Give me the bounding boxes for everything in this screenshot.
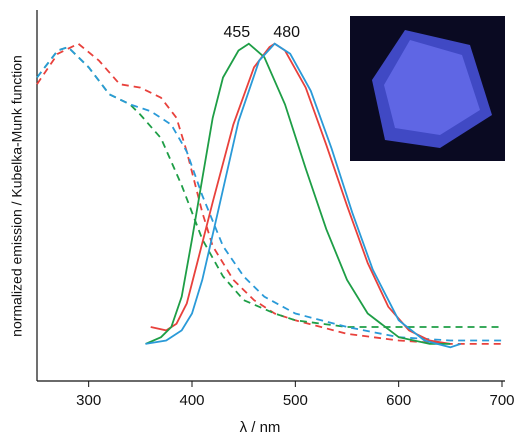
absorption-line (36, 46, 502, 342)
emission-line (145, 42, 451, 345)
y-axis-label: normalized emission / Kubelka-Munk funct… (9, 55, 25, 337)
emission-line (145, 42, 461, 349)
x-tick-label: 300 (76, 392, 101, 409)
x-tick-label: 400 (179, 392, 204, 409)
x-tick-label: 700 (489, 392, 514, 409)
x-axis-label: λ / nm (240, 419, 281, 436)
absorption-line (36, 42, 502, 345)
peak-label: 480 (273, 24, 300, 41)
x-tick-label: 500 (283, 392, 308, 409)
x-tick-label: 600 (386, 392, 411, 409)
inset-photo (350, 16, 505, 161)
peak-label: 455 (223, 24, 250, 41)
